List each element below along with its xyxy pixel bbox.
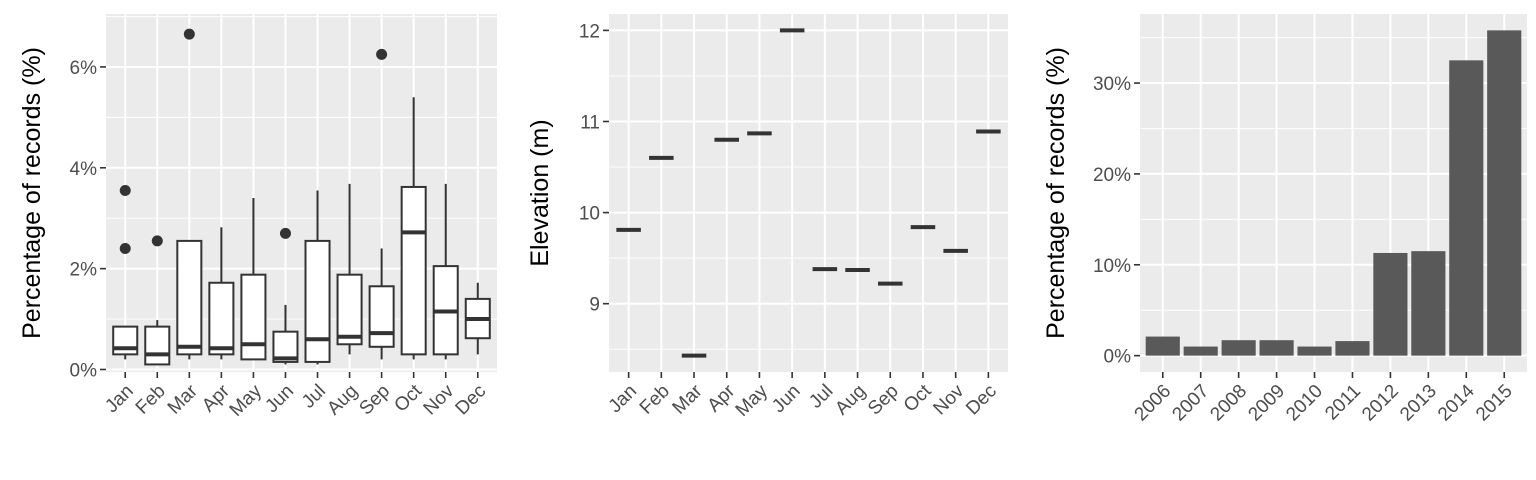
box [176,239,203,356]
y-tick-label: 12 [579,21,600,42]
bar [1411,251,1446,356]
plot-background [106,14,497,372]
x-tick-label: Sep [355,381,394,420]
x-tick-label: May [226,380,267,421]
x-tick-label: Dec [962,381,1001,420]
x-tick-label: Aug [323,381,362,420]
bar [1183,346,1218,356]
y-tick-label: 4% [70,159,98,180]
bar [1145,336,1180,356]
y-tick-label: 11 [580,112,600,133]
y-tick-label: 10% [1093,256,1131,277]
bar [1297,346,1332,356]
x-tick-label: Nov [420,380,459,419]
x-tick-label: Oct [390,380,426,416]
x-tick-label: 2013 [1396,381,1441,426]
bar [1487,30,1522,356]
x-tick-label: 2007 [1168,381,1213,426]
x-tick-label: Mar [164,380,202,418]
x-tick-label: Apr [704,380,740,416]
x-tick-label: Dec [452,381,491,420]
outlier-point [151,235,163,247]
y-tick-label: 9 [589,295,600,316]
x-tick-label: May [732,380,773,421]
bars [1145,30,1522,356]
x-tick-label: Nov [929,380,968,419]
bar [1335,341,1370,356]
box [368,285,395,348]
bar [1221,340,1256,356]
y-axis-title: Percentage of records (%) [18,47,46,339]
y-axis-title: Percentage of records (%) [1042,47,1070,339]
x-tick-label: Jul [298,381,330,413]
x-tick-label: 2012 [1358,381,1403,426]
y-tick-label: 20% [1093,165,1131,186]
x-tick-label: Aug [831,381,870,420]
x-tick-label: 2015 [1472,381,1517,426]
x-tick-label: 2008 [1206,381,1251,426]
x-tick-label: 2006 [1131,381,1176,426]
elevation-boxplots [616,28,1001,358]
x-tick-label: Jun [261,381,298,418]
boxplots [112,28,491,366]
y-axis-ticks: 0% 10% 20% 30% [1093,74,1140,368]
x-tick-label: Sep [864,381,903,420]
box [304,239,331,363]
x-tick-label: 2014 [1434,380,1479,425]
x-tick-label: 2009 [1244,381,1289,426]
x-tick-label: 2010 [1282,381,1327,426]
gridlines [609,14,1008,372]
bar [1259,340,1294,356]
plot-background [609,14,1008,372]
y-tick-label: 10 [579,204,600,225]
x-tick-label: Oct [900,380,936,416]
bar [1373,252,1408,356]
outlier-point [119,184,131,196]
outlier-point [119,242,131,254]
y-tick-label: 6% [70,58,98,79]
box [400,185,427,356]
y-tick-label: 30% [1093,74,1131,95]
x-tick-label: Jan [605,381,642,418]
box [208,281,235,356]
y-axis-ticks: 0% 2% 4% 6% [70,58,106,381]
x-tick-label: Jun [768,381,805,418]
box [144,325,171,366]
x-tick-label: Feb [132,381,170,419]
outlier-point [376,48,388,60]
x-tick-label: Feb [636,381,674,419]
y-tick-label: 2% [70,260,98,281]
y-tick-label: 0% [70,360,98,381]
y-tick-label: 0% [1104,347,1132,368]
outlier-point [279,227,291,239]
outlier-point [183,28,195,40]
y-axis-ticks: 9 10 11 12 [579,21,609,316]
box [336,273,363,346]
x-tick-label: Apr [198,380,234,416]
x-tick-label: 2011 [1321,381,1365,425]
x-tick-label: Mar [669,380,707,418]
box [240,273,267,361]
y-axis-title: Elevation (m) [526,119,554,266]
panel-yearly-percentage: 0% 10% 20% 30% 2006200720082009201020112012… [1042,14,1527,425]
x-tick-label: Jul [805,381,837,413]
x-tick-label: Jan [101,381,138,418]
bar [1449,60,1484,356]
